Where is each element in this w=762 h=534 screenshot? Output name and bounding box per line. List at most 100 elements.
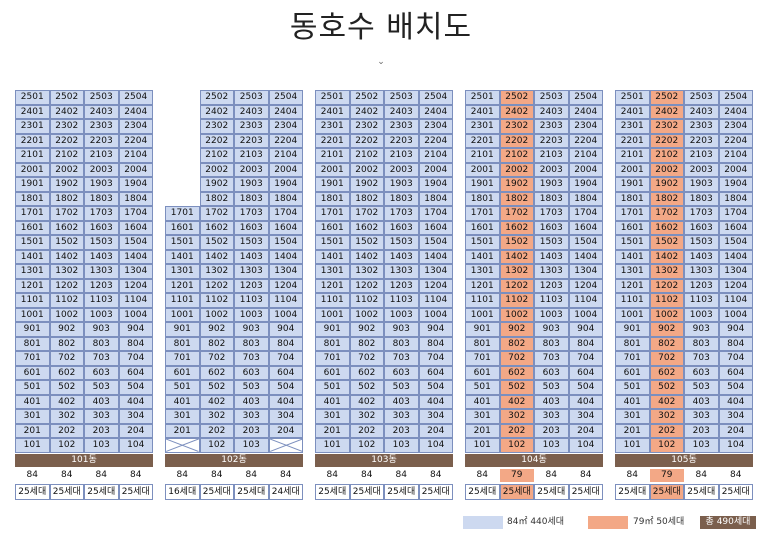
unit-cell[interactable]: 601: [15, 365, 50, 380]
unit-cell[interactable]: 702: [49, 351, 84, 366]
unit-cell[interactable]: 1304: [418, 264, 453, 279]
unit-cell[interactable]: 1701: [315, 206, 350, 221]
unit-cell[interactable]: 1204: [268, 278, 303, 293]
unit-cell[interactable]: 1601: [165, 220, 200, 235]
unit-cell[interactable]: 1703: [384, 206, 419, 221]
unit-cell[interactable]: 103: [84, 438, 119, 453]
unit-cell[interactable]: 1102: [199, 293, 234, 308]
unit-cell[interactable]: 2302: [49, 119, 84, 134]
unit-cell[interactable]: 604: [418, 365, 453, 380]
unit-cell[interactable]: 503: [234, 380, 269, 395]
unit-cell[interactable]: 2301: [315, 119, 350, 134]
unit-cell[interactable]: 1801: [465, 191, 500, 206]
unit-cell[interactable]: 1902: [349, 177, 384, 192]
unit-cell[interactable]: 601: [315, 365, 350, 380]
unit-cell[interactable]: 2102: [199, 148, 234, 163]
unit-cell[interactable]: 1704: [718, 206, 753, 221]
unit-cell[interactable]: 1003: [84, 307, 119, 322]
unit-cell[interactable]: 504: [568, 380, 603, 395]
unit-cell[interactable]: 2303: [534, 119, 569, 134]
unit-cell[interactable]: 104: [568, 438, 603, 453]
unit-cell[interactable]: 902: [49, 322, 84, 337]
unit-cell[interactable]: 2003: [384, 162, 419, 177]
unit-cell[interactable]: 1903: [684, 177, 719, 192]
unit-cell[interactable]: 603: [534, 365, 569, 380]
unit-cell[interactable]: 2304: [568, 119, 603, 134]
unit-cell[interactable]: 102: [49, 438, 84, 453]
unit-cell[interactable]: 1303: [384, 264, 419, 279]
unit-cell[interactable]: 2403: [684, 104, 719, 119]
unit-cell[interactable]: 2304: [268, 119, 303, 134]
unit-cell[interactable]: 203: [684, 423, 719, 438]
unit-cell[interactable]: 1803: [534, 191, 569, 206]
unit-cell[interactable]: 304: [718, 409, 753, 424]
unit-cell[interactable]: 1904: [118, 177, 153, 192]
unit-cell[interactable]: 2001: [15, 162, 50, 177]
unit-cell[interactable]: 401: [615, 394, 650, 409]
unit-cell[interactable]: 2401: [315, 104, 350, 119]
unit-cell[interactable]: 803: [84, 336, 119, 351]
unit-cell[interactable]: 1501: [315, 235, 350, 250]
unit-cell[interactable]: 1702: [49, 206, 84, 221]
unit-cell[interactable]: 2302: [649, 119, 684, 134]
unit-cell[interactable]: 301: [15, 409, 50, 424]
unit-cell[interactable]: 701: [165, 351, 200, 366]
unit-cell[interactable]: 703: [684, 351, 719, 366]
unit-cell[interactable]: 2204: [418, 133, 453, 148]
unit-cell[interactable]: 2104: [568, 148, 603, 163]
unit-cell[interactable]: 2203: [84, 133, 119, 148]
unit-cell[interactable]: 1404: [568, 249, 603, 264]
unit-cell[interactable]: 2202: [649, 133, 684, 148]
unit-cell[interactable]: 2401: [615, 104, 650, 119]
unit-cell[interactable]: 1702: [349, 206, 384, 221]
unit-cell[interactable]: 502: [199, 380, 234, 395]
unit-cell[interactable]: 1201: [465, 278, 500, 293]
unit-cell[interactable]: 1201: [315, 278, 350, 293]
unit-cell[interactable]: 2204: [268, 133, 303, 148]
unit-cell[interactable]: 1703: [684, 206, 719, 221]
unit-cell[interactable]: 1604: [118, 220, 153, 235]
unit-cell[interactable]: 602: [349, 365, 384, 380]
unit-cell[interactable]: 1803: [84, 191, 119, 206]
unit-cell[interactable]: 1001: [465, 307, 500, 322]
unit-cell[interactable]: 1302: [199, 264, 234, 279]
unit-cell[interactable]: 803: [534, 336, 569, 351]
unit-cell[interactable]: 902: [349, 322, 384, 337]
unit-cell[interactable]: 1602: [199, 220, 234, 235]
unit-cell[interactable]: 1501: [165, 235, 200, 250]
unit-cell[interactable]: 903: [84, 322, 119, 337]
unit-cell[interactable]: 503: [534, 380, 569, 395]
unit-cell[interactable]: 1804: [118, 191, 153, 206]
unit-cell[interactable]: 402: [349, 394, 384, 409]
unit-cell[interactable]: 204: [118, 423, 153, 438]
unit-cell[interactable]: 2502: [199, 90, 234, 105]
unit-cell[interactable]: 1803: [684, 191, 719, 206]
unit-cell[interactable]: 1201: [165, 278, 200, 293]
unit-cell[interactable]: 1802: [199, 191, 234, 206]
unit-cell[interactable]: 1101: [165, 293, 200, 308]
unit-cell[interactable]: 1303: [84, 264, 119, 279]
unit-cell[interactable]: 401: [465, 394, 500, 409]
unit-cell[interactable]: 902: [649, 322, 684, 337]
unit-cell[interactable]: 202: [349, 423, 384, 438]
unit-cell[interactable]: 1701: [165, 206, 200, 221]
unit-cell[interactable]: 2504: [118, 90, 153, 105]
unit-cell[interactable]: 2002: [199, 162, 234, 177]
unit-cell[interactable]: 304: [268, 409, 303, 424]
unit-cell[interactable]: 2201: [615, 133, 650, 148]
unit-cell[interactable]: 1002: [199, 307, 234, 322]
unit-cell[interactable]: 2502: [49, 90, 84, 105]
unit-cell[interactable]: 1904: [418, 177, 453, 192]
unit-cell[interactable]: 2402: [349, 104, 384, 119]
unit-cell[interactable]: 203: [384, 423, 419, 438]
unit-cell[interactable]: 2501: [315, 90, 350, 105]
unit-cell[interactable]: 2002: [649, 162, 684, 177]
unit-cell[interactable]: 2103: [384, 148, 419, 163]
unit-cell[interactable]: 803: [684, 336, 719, 351]
unit-cell[interactable]: 1303: [534, 264, 569, 279]
unit-cell[interactable]: 602: [499, 365, 534, 380]
unit-cell[interactable]: 1401: [465, 249, 500, 264]
unit-cell[interactable]: 903: [234, 322, 269, 337]
unit-cell[interactable]: 1702: [199, 206, 234, 221]
unit-cell[interactable]: 1202: [349, 278, 384, 293]
